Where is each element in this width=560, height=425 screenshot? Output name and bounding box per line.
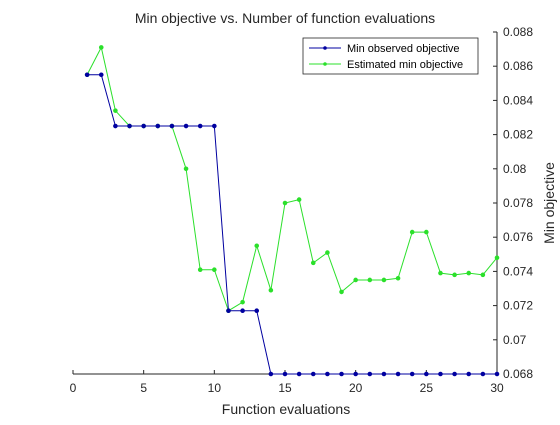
- data-point: [494, 371, 500, 377]
- data-point: [127, 123, 132, 129]
- series-min-observed: [84, 72, 500, 377]
- data-point: [353, 277, 358, 283]
- data-point: [424, 229, 429, 235]
- data-point: [381, 277, 387, 283]
- chart-title: Min objective vs. Number of function eva…: [135, 10, 435, 26]
- y-tick-label: 0.08: [503, 162, 527, 176]
- data-point: [325, 371, 330, 377]
- data-point: [367, 277, 373, 283]
- series-layer: [84, 45, 500, 377]
- x-tick-label: 10: [208, 381, 222, 395]
- data-point: [254, 308, 260, 314]
- data-point: [480, 272, 486, 278]
- data-point: [480, 371, 486, 377]
- x-tick-label: 0: [70, 381, 77, 395]
- x-tick-label: 5: [140, 381, 147, 395]
- y-tick-label: 0.074: [503, 264, 533, 278]
- data-point: [339, 371, 344, 377]
- data-point: [409, 229, 415, 235]
- data-point: [296, 371, 302, 377]
- legend-box: [302, 37, 479, 75]
- x-axis-label: Function evaluations: [222, 401, 350, 417]
- legend-marker: [323, 46, 327, 50]
- y-tick-label: 0.082: [503, 128, 533, 142]
- data-point: [282, 371, 288, 377]
- data-point: [212, 267, 217, 272]
- x-tick-label: 25: [420, 381, 434, 395]
- legend: Min observed objective Estimated min obje…: [302, 37, 479, 75]
- data-point: [155, 123, 161, 129]
- data-point: [84, 72, 90, 78]
- data-point: [141, 123, 146, 129]
- data-point: [466, 270, 472, 276]
- data-point: [367, 371, 373, 377]
- data-point: [113, 123, 118, 129]
- y-tick-label: 0.072: [503, 299, 533, 313]
- data-point: [438, 270, 443, 276]
- y-axis-label: Min objective: [541, 162, 557, 244]
- data-point: [226, 308, 231, 314]
- data-point: [409, 371, 415, 377]
- y-tick-label: 0.084: [503, 93, 533, 107]
- legend-label: Estimated min objective: [347, 59, 463, 71]
- data-point: [254, 243, 260, 249]
- data-point: [268, 287, 274, 293]
- data-point: [183, 123, 189, 129]
- data-point: [310, 260, 316, 266]
- data-point: [240, 299, 245, 305]
- data-point: [339, 289, 344, 295]
- data-point: [424, 371, 429, 377]
- y-tick-label: 0.086: [503, 59, 533, 73]
- x-tick-label: 30: [490, 381, 504, 395]
- y-tick-label: 0.07: [503, 333, 527, 347]
- data-point: [113, 108, 118, 113]
- data-point: [212, 123, 217, 129]
- x-tick-label: 15: [278, 381, 292, 395]
- data-point: [466, 371, 472, 377]
- data-point: [452, 272, 457, 278]
- data-point: [395, 275, 401, 281]
- y-tick-label: 0.076: [503, 230, 533, 244]
- data-point: [169, 123, 175, 129]
- legend-label: Min observed objective: [347, 43, 460, 55]
- data-point: [282, 200, 288, 206]
- data-point: [98, 72, 104, 78]
- data-point: [183, 166, 189, 172]
- data-point: [353, 371, 358, 377]
- legend-marker: [323, 62, 327, 66]
- data-point: [268, 371, 274, 377]
- data-point: [197, 123, 203, 129]
- series-line: [87, 74, 497, 375]
- data-point: [310, 371, 316, 377]
- data-point: [240, 308, 245, 314]
- y-tick-label: 0.088: [503, 25, 533, 39]
- data-point: [98, 45, 104, 50]
- data-point: [197, 267, 203, 272]
- axes: 0 5 10 15 20 25 300.068 0.07 0.072 0.074 0.076 0.07…: [70, 25, 534, 395]
- y-tick-label: 0.078: [503, 196, 533, 210]
- data-point: [381, 371, 387, 377]
- data-point: [438, 371, 443, 377]
- data-point: [325, 250, 330, 255]
- data-point: [296, 197, 302, 202]
- data-point: [395, 371, 401, 377]
- data-point: [452, 371, 457, 377]
- x-tick-label: 20: [349, 381, 363, 395]
- y-tick-label: 0.068: [503, 367, 533, 381]
- data-point: [494, 255, 500, 261]
